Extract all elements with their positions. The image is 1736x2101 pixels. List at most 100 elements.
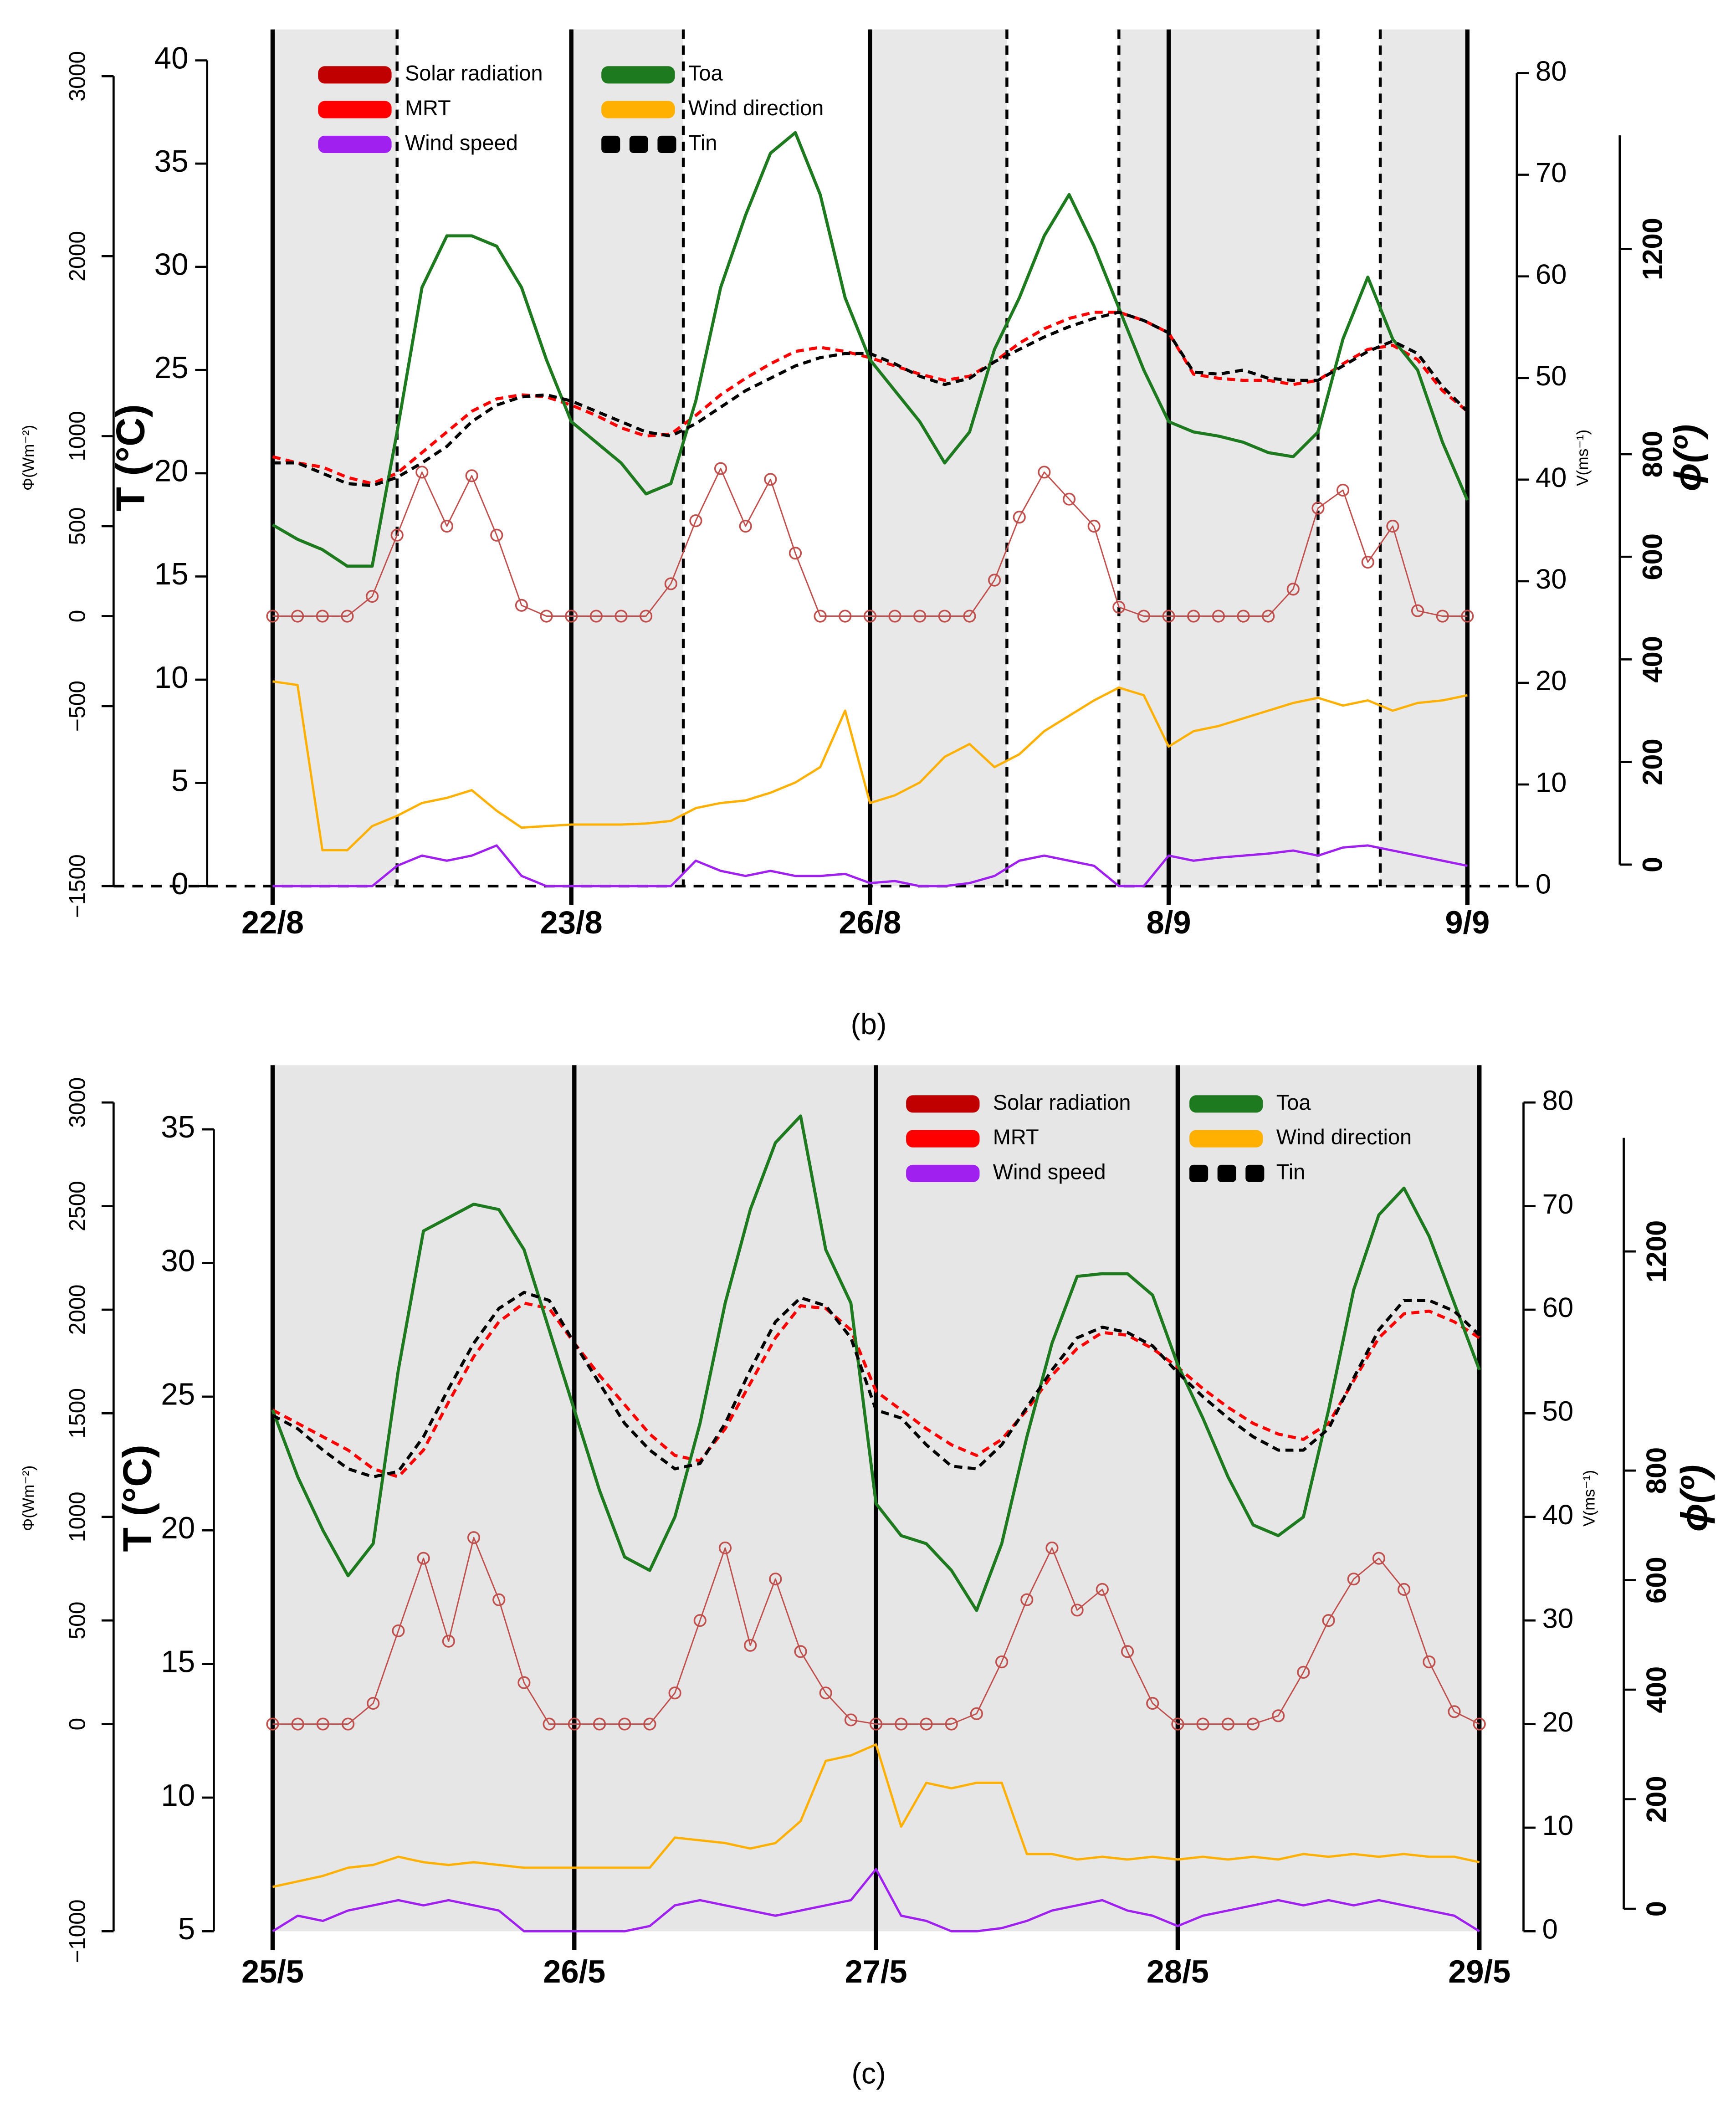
- data-point: [365, 589, 379, 603]
- data-point: [870, 1717, 883, 1731]
- legend-swatch: [657, 135, 676, 153]
- axis-tick-label: 30: [154, 248, 189, 282]
- x-tick-label: 26/5: [543, 1953, 605, 1989]
- axis-tick-label: 15: [154, 557, 189, 591]
- data-point: [1423, 1655, 1436, 1669]
- axis-tick-label: 800: [1641, 1447, 1672, 1494]
- series-line: [272, 680, 1468, 851]
- data-point: [417, 1552, 430, 1565]
- data-point: [1096, 1583, 1109, 1596]
- data-point: [640, 610, 653, 623]
- data-point: [266, 1717, 279, 1731]
- axis-tick-label: 25: [161, 1378, 195, 1412]
- axis-tick-label: 5: [178, 1912, 195, 1946]
- axis-tick-label: 0: [64, 1718, 90, 1731]
- data-point: [895, 1717, 908, 1731]
- axis-tick-label: −1500: [64, 854, 90, 918]
- axis-tick-label: 400: [1637, 636, 1668, 683]
- data-point: [291, 1717, 304, 1731]
- data-point: [266, 610, 279, 623]
- axis-tick-label: 2500: [64, 1181, 90, 1231]
- data-point: [970, 1707, 983, 1720]
- data-point: [1070, 1604, 1084, 1617]
- x-tick-label: 29/5: [1448, 1953, 1511, 1989]
- axis-tick-label: 1500: [64, 1388, 90, 1439]
- series-line: [272, 468, 1468, 617]
- legend-label: Toa: [688, 61, 723, 85]
- axis-tick-label: 0: [1637, 857, 1668, 872]
- axis-tick-label: 1000: [64, 1491, 90, 1542]
- data-point: [945, 1717, 958, 1731]
- data-point: [1045, 1541, 1059, 1555]
- data-point: [392, 1624, 405, 1637]
- data-point: [291, 610, 304, 623]
- legend-label: Wind direction: [688, 96, 824, 120]
- axis-tick-label: 35: [161, 1110, 195, 1144]
- data-point: [1347, 1573, 1360, 1586]
- data-point: [1221, 1717, 1234, 1731]
- axis-tick-label: 0: [1536, 868, 1551, 900]
- series-line: [272, 1537, 1480, 1725]
- axis-title: Φ(Wm⁻²): [20, 425, 37, 491]
- data-point: [1461, 610, 1474, 623]
- data-point: [1038, 466, 1051, 479]
- data-point: [1237, 610, 1250, 623]
- data-point: [1361, 555, 1374, 569]
- legend-swatch: [318, 135, 392, 153]
- data-point: [1146, 1696, 1159, 1710]
- data-point: [789, 547, 802, 560]
- axis-tick-label: 200: [1637, 738, 1668, 785]
- legend-label: Wind speed: [405, 131, 518, 154]
- axis-tick-label: 20: [154, 454, 189, 488]
- data-point: [490, 528, 503, 542]
- axis-tick-label: 10: [1542, 1810, 1574, 1841]
- data-point: [718, 1541, 732, 1555]
- data-point: [764, 473, 777, 486]
- axis-title: T (°C): [114, 1445, 159, 1552]
- data-point: [714, 462, 727, 475]
- data-point: [913, 610, 927, 623]
- axis-tick-label: 1200: [1637, 218, 1668, 280]
- legend-label: Wind direction: [1276, 1125, 1412, 1149]
- legend-label: Solar radiation: [993, 1091, 1131, 1114]
- data-point: [618, 1717, 631, 1731]
- night-shade: [1380, 29, 1468, 887]
- legend-swatch: [601, 101, 675, 118]
- axis-tick-label: 40: [1542, 1499, 1574, 1531]
- series-line: [271, 1291, 1481, 1479]
- axis-tick-label: 80: [1542, 1085, 1574, 1116]
- legend-label: Tin: [1276, 1160, 1305, 1184]
- series-line: [272, 311, 1469, 487]
- axis-tick-label: 0: [171, 867, 189, 901]
- data-point: [1196, 1717, 1209, 1731]
- data-point: [664, 577, 677, 590]
- legend-swatch: [601, 66, 675, 84]
- axis-tick-label: 35: [154, 144, 189, 179]
- axis-tick-label: 30: [1536, 564, 1567, 595]
- data-point: [341, 610, 354, 623]
- x-tick-label: 8/9: [1147, 904, 1191, 940]
- data-point: [465, 469, 478, 482]
- series-line: [272, 844, 1468, 887]
- legend-swatch: [906, 1130, 980, 1148]
- data-point: [839, 610, 852, 623]
- data-point: [589, 610, 603, 623]
- data-point: [515, 599, 528, 612]
- legend-label: Solar radiation: [405, 61, 543, 85]
- data-point: [1262, 610, 1275, 623]
- data-point: [467, 1531, 481, 1544]
- data-point: [1473, 1717, 1486, 1731]
- series-line: [271, 1114, 1481, 1612]
- axis-tick-label: −1000: [64, 1899, 90, 1963]
- axis-tick-label: 10: [161, 1778, 195, 1813]
- caption: (b): [851, 1008, 887, 1040]
- data-point: [341, 1717, 355, 1731]
- data-point: [390, 528, 404, 542]
- data-point: [739, 519, 752, 533]
- data-point: [1121, 1645, 1134, 1658]
- axis-tick-label: −500: [64, 681, 90, 732]
- axis-tick-label: 60: [1542, 1292, 1574, 1323]
- axis-title: V(ms⁻¹): [1574, 430, 1592, 486]
- caption: (c): [851, 2057, 886, 2090]
